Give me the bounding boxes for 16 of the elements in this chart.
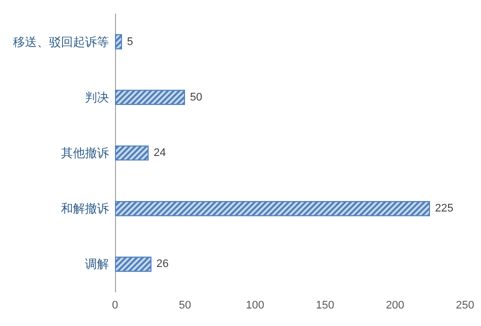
y-tick-label: 移送、驳回起诉等	[13, 34, 109, 49]
y-tick-label: 其他撤诉	[61, 146, 109, 160]
x-tick-label: 50	[178, 300, 192, 312]
x-tick-label: 150	[316, 300, 334, 312]
data-label: 225	[435, 202, 454, 215]
x-tick-label: 250	[456, 300, 474, 312]
y-tick-label: 和解撤诉	[61, 202, 109, 216]
x-tick-label: 200	[386, 300, 404, 312]
y-tick-label: 判决	[85, 90, 109, 104]
x-tick-label: 100	[246, 300, 264, 312]
x-tick-label: 0	[112, 300, 118, 312]
data-label: 24	[154, 147, 166, 159]
data-label: 26	[156, 258, 169, 270]
data-label: 50	[190, 91, 202, 104]
y-tick-label: 调解	[85, 257, 109, 272]
data-label: 5	[127, 36, 134, 48]
